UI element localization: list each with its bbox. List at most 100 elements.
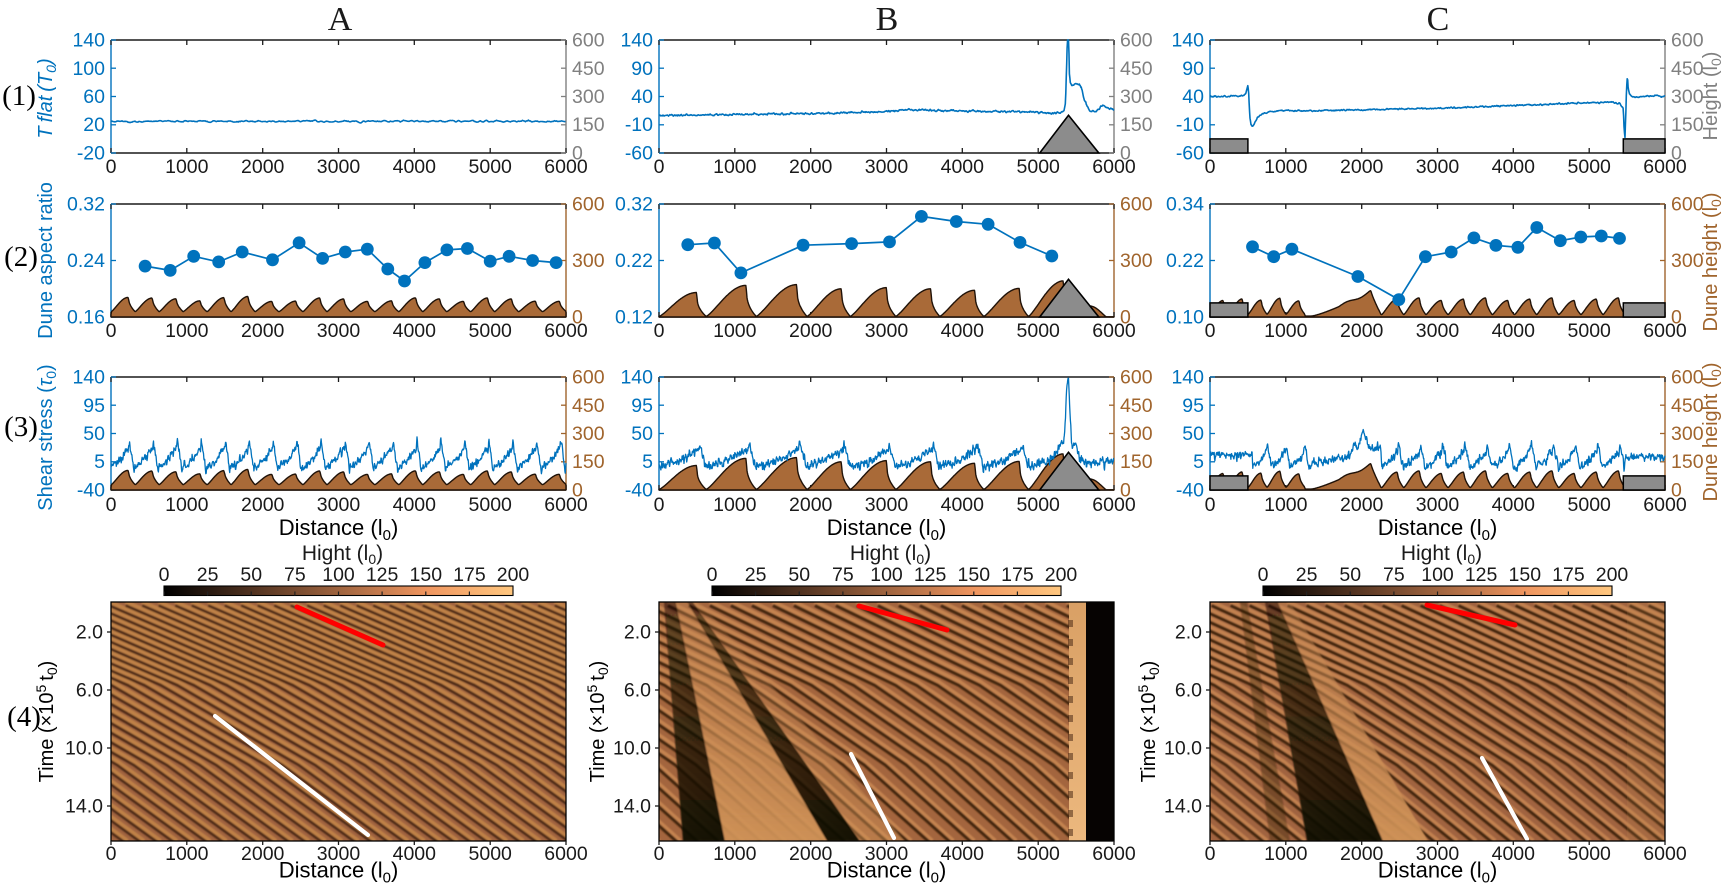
- svg-text:4000: 4000: [393, 843, 437, 865]
- svg-text:600: 600: [1120, 194, 1153, 216]
- svg-text:4000: 4000: [941, 156, 985, 178]
- svg-text:150: 150: [572, 114, 605, 136]
- svg-text:600: 600: [1120, 367, 1153, 389]
- svg-text:2000: 2000: [1340, 494, 1384, 516]
- svg-text:4000: 4000: [1492, 156, 1536, 178]
- svg-text:0: 0: [654, 494, 665, 516]
- svg-text:3000: 3000: [865, 320, 909, 342]
- svg-text:75: 75: [832, 564, 854, 586]
- svg-text:6000: 6000: [544, 843, 588, 865]
- svg-text:14.0: 14.0: [613, 796, 651, 818]
- svg-text:0.24: 0.24: [67, 250, 105, 272]
- svg-text:75: 75: [1383, 564, 1405, 586]
- svg-text:1000: 1000: [1264, 156, 1308, 178]
- svg-text:3000: 3000: [317, 156, 361, 178]
- svg-text:14.0: 14.0: [65, 796, 103, 818]
- svg-text:3000: 3000: [1416, 494, 1460, 516]
- svg-text:-40: -40: [77, 480, 105, 502]
- svg-text:0: 0: [1205, 156, 1216, 178]
- svg-text:300: 300: [1671, 86, 1704, 108]
- svg-text:0.32: 0.32: [67, 194, 105, 216]
- svg-text:0.32: 0.32: [615, 194, 653, 216]
- svg-text:A: A: [328, 1, 353, 38]
- svg-text:5000: 5000: [1568, 843, 1612, 865]
- svg-text:50: 50: [240, 564, 262, 586]
- svg-text:5000: 5000: [1017, 320, 1061, 342]
- svg-text:0.10: 0.10: [1166, 307, 1204, 329]
- svg-text:125: 125: [366, 564, 399, 586]
- svg-text:450: 450: [1120, 395, 1153, 417]
- svg-text:100: 100: [1421, 564, 1454, 586]
- svg-text:25: 25: [197, 564, 219, 586]
- svg-text:150: 150: [572, 451, 605, 473]
- svg-text:Distance (l0): Distance (l0): [1378, 858, 1498, 887]
- svg-text:0: 0: [1120, 143, 1131, 165]
- svg-text:20: 20: [83, 114, 105, 136]
- svg-text:5000: 5000: [1017, 156, 1061, 178]
- svg-text:Shear stress (τ0): Shear stress (τ0): [35, 364, 59, 510]
- svg-text:3000: 3000: [865, 843, 909, 865]
- svg-text:C: C: [1427, 1, 1450, 38]
- svg-text:3000: 3000: [865, 156, 909, 178]
- svg-text:6000: 6000: [544, 494, 588, 516]
- svg-text:5000: 5000: [1568, 320, 1612, 342]
- svg-text:0: 0: [106, 494, 117, 516]
- svg-text:100: 100: [870, 564, 903, 586]
- svg-text:5000: 5000: [469, 156, 513, 178]
- svg-text:5: 5: [642, 451, 653, 473]
- svg-text:3000: 3000: [317, 320, 361, 342]
- svg-text:60: 60: [83, 86, 105, 108]
- svg-text:B: B: [876, 1, 899, 38]
- svg-text:10.0: 10.0: [613, 738, 651, 760]
- svg-text:Distance (l0): Distance (l0): [1378, 515, 1498, 544]
- svg-text:95: 95: [631, 395, 653, 417]
- svg-text:-40: -40: [1176, 480, 1204, 502]
- svg-text:6.0: 6.0: [1175, 680, 1202, 702]
- svg-text:4000: 4000: [1492, 494, 1536, 516]
- svg-text:600: 600: [1671, 194, 1704, 216]
- svg-text:-40: -40: [625, 480, 653, 502]
- svg-text:1000: 1000: [713, 494, 757, 516]
- svg-text:4000: 4000: [1492, 843, 1536, 865]
- svg-text:0: 0: [1205, 320, 1216, 342]
- svg-text:6000: 6000: [1643, 494, 1687, 516]
- svg-text:300: 300: [572, 250, 605, 272]
- svg-text:50: 50: [788, 564, 810, 586]
- svg-text:90: 90: [631, 58, 653, 80]
- svg-text:450: 450: [572, 395, 605, 417]
- svg-text:2000: 2000: [241, 320, 285, 342]
- svg-text:10.0: 10.0: [65, 738, 103, 760]
- svg-text:2000: 2000: [241, 843, 285, 865]
- svg-text:200: 200: [497, 564, 530, 586]
- svg-text:300: 300: [1120, 86, 1153, 108]
- svg-text:2000: 2000: [789, 156, 833, 178]
- svg-text:140: 140: [620, 367, 653, 389]
- svg-text:0: 0: [1205, 843, 1216, 865]
- svg-text:6000: 6000: [544, 156, 588, 178]
- svg-text:2000: 2000: [241, 494, 285, 516]
- svg-text:2000: 2000: [789, 320, 833, 342]
- svg-text:0: 0: [159, 564, 170, 586]
- svg-text:5000: 5000: [1568, 156, 1612, 178]
- svg-text:140: 140: [620, 30, 653, 52]
- svg-text:0: 0: [1671, 480, 1682, 502]
- svg-text:150: 150: [1671, 451, 1704, 473]
- svg-text:0: 0: [1120, 307, 1131, 329]
- svg-text:(4): (4): [7, 701, 41, 733]
- svg-text:600: 600: [572, 194, 605, 216]
- svg-text:3000: 3000: [1416, 320, 1460, 342]
- svg-text:0: 0: [106, 320, 117, 342]
- svg-text:2000: 2000: [789, 843, 833, 865]
- svg-text:5000: 5000: [1017, 843, 1061, 865]
- svg-text:2000: 2000: [1340, 843, 1384, 865]
- svg-text:0: 0: [572, 307, 583, 329]
- svg-text:6000: 6000: [1092, 320, 1136, 342]
- svg-text:125: 125: [1465, 564, 1498, 586]
- svg-text:Distance (l0): Distance (l0): [827, 858, 947, 887]
- svg-text:600: 600: [1671, 30, 1704, 52]
- svg-text:300: 300: [1120, 423, 1153, 445]
- svg-text:0: 0: [106, 156, 117, 178]
- svg-text:1000: 1000: [165, 320, 209, 342]
- svg-text:3000: 3000: [317, 843, 361, 865]
- svg-text:-60: -60: [1176, 143, 1204, 165]
